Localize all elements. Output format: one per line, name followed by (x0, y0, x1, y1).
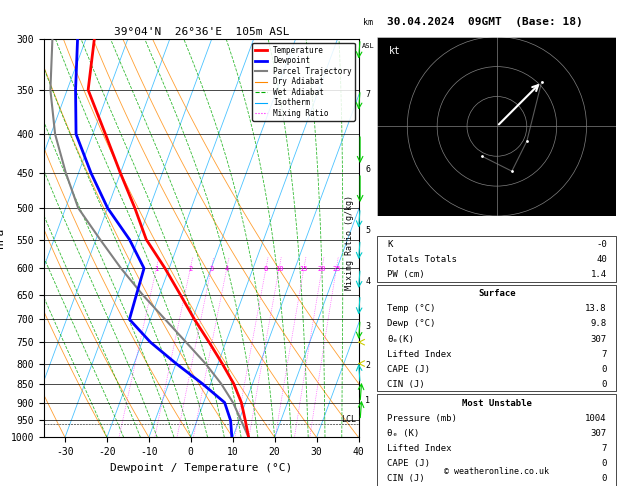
Text: K: K (387, 240, 392, 249)
Text: -0: -0 (596, 240, 607, 249)
Y-axis label: hPa: hPa (0, 228, 5, 248)
Text: ASL: ASL (362, 43, 374, 49)
Text: 40: 40 (596, 255, 607, 264)
Text: 1004: 1004 (586, 414, 607, 423)
Title: 39°04'N  26°36'E  105m ASL: 39°04'N 26°36'E 105m ASL (113, 27, 289, 37)
Text: Lifted Index: Lifted Index (387, 444, 452, 453)
Text: 2: 2 (188, 266, 192, 272)
Text: 4: 4 (365, 278, 370, 286)
Text: Mixing Ratio (g/kg): Mixing Ratio (g/kg) (345, 195, 353, 291)
Text: PW (cm): PW (cm) (387, 270, 425, 279)
Text: 8: 8 (264, 266, 268, 272)
Text: θₑ (K): θₑ (K) (387, 429, 419, 438)
Text: Lifted Index: Lifted Index (387, 349, 452, 359)
Text: LCL: LCL (342, 415, 357, 424)
Text: © weatheronline.co.uk: © weatheronline.co.uk (445, 467, 549, 476)
X-axis label: Dewpoint / Temperature (°C): Dewpoint / Temperature (°C) (110, 463, 292, 473)
Text: 307: 307 (591, 429, 607, 438)
Text: CAPE (J): CAPE (J) (387, 459, 430, 468)
Text: Totals Totals: Totals Totals (387, 255, 457, 264)
Text: Pressure (mb): Pressure (mb) (387, 414, 457, 423)
Text: θₑ(K): θₑ(K) (387, 334, 414, 344)
Text: 4: 4 (225, 266, 229, 272)
Text: 30.04.2024  09GMT  (Base: 18): 30.04.2024 09GMT (Base: 18) (387, 17, 582, 27)
Text: 8: 8 (365, 0, 370, 2)
Text: CAPE (J): CAPE (J) (387, 364, 430, 374)
Text: Surface: Surface (478, 289, 516, 298)
Text: 25: 25 (332, 266, 340, 272)
Text: CIN (J): CIN (J) (387, 474, 425, 483)
Text: CIN (J): CIN (J) (387, 380, 425, 389)
Text: 0: 0 (601, 364, 607, 374)
Text: 10: 10 (275, 266, 283, 272)
Text: 0: 0 (601, 459, 607, 468)
Text: 15: 15 (299, 266, 308, 272)
Text: 3: 3 (365, 322, 370, 331)
Text: 1: 1 (154, 266, 159, 272)
Text: Temp (°C): Temp (°C) (387, 304, 435, 313)
Text: 7: 7 (601, 349, 607, 359)
Text: 0: 0 (601, 474, 607, 483)
Text: 2: 2 (365, 361, 370, 370)
Text: Most Unstable: Most Unstable (462, 399, 532, 408)
Text: 7: 7 (365, 90, 370, 99)
Text: km: km (363, 18, 373, 27)
Text: 20: 20 (318, 266, 326, 272)
Text: 9.8: 9.8 (591, 319, 607, 329)
Text: kt: kt (389, 46, 401, 56)
Text: 1: 1 (365, 396, 370, 405)
Text: 307: 307 (591, 334, 607, 344)
Text: 13.8: 13.8 (586, 304, 607, 313)
Text: Dewp (°C): Dewp (°C) (387, 319, 435, 329)
Text: 3: 3 (209, 266, 213, 272)
Text: 0: 0 (601, 380, 607, 389)
Text: 5: 5 (365, 226, 370, 235)
Text: 1.4: 1.4 (591, 270, 607, 279)
Text: 6: 6 (365, 165, 370, 174)
Text: 7: 7 (601, 444, 607, 453)
Legend: Temperature, Dewpoint, Parcel Trajectory, Dry Adiabat, Wet Adiabat, Isotherm, Mi: Temperature, Dewpoint, Parcel Trajectory… (252, 43, 355, 121)
